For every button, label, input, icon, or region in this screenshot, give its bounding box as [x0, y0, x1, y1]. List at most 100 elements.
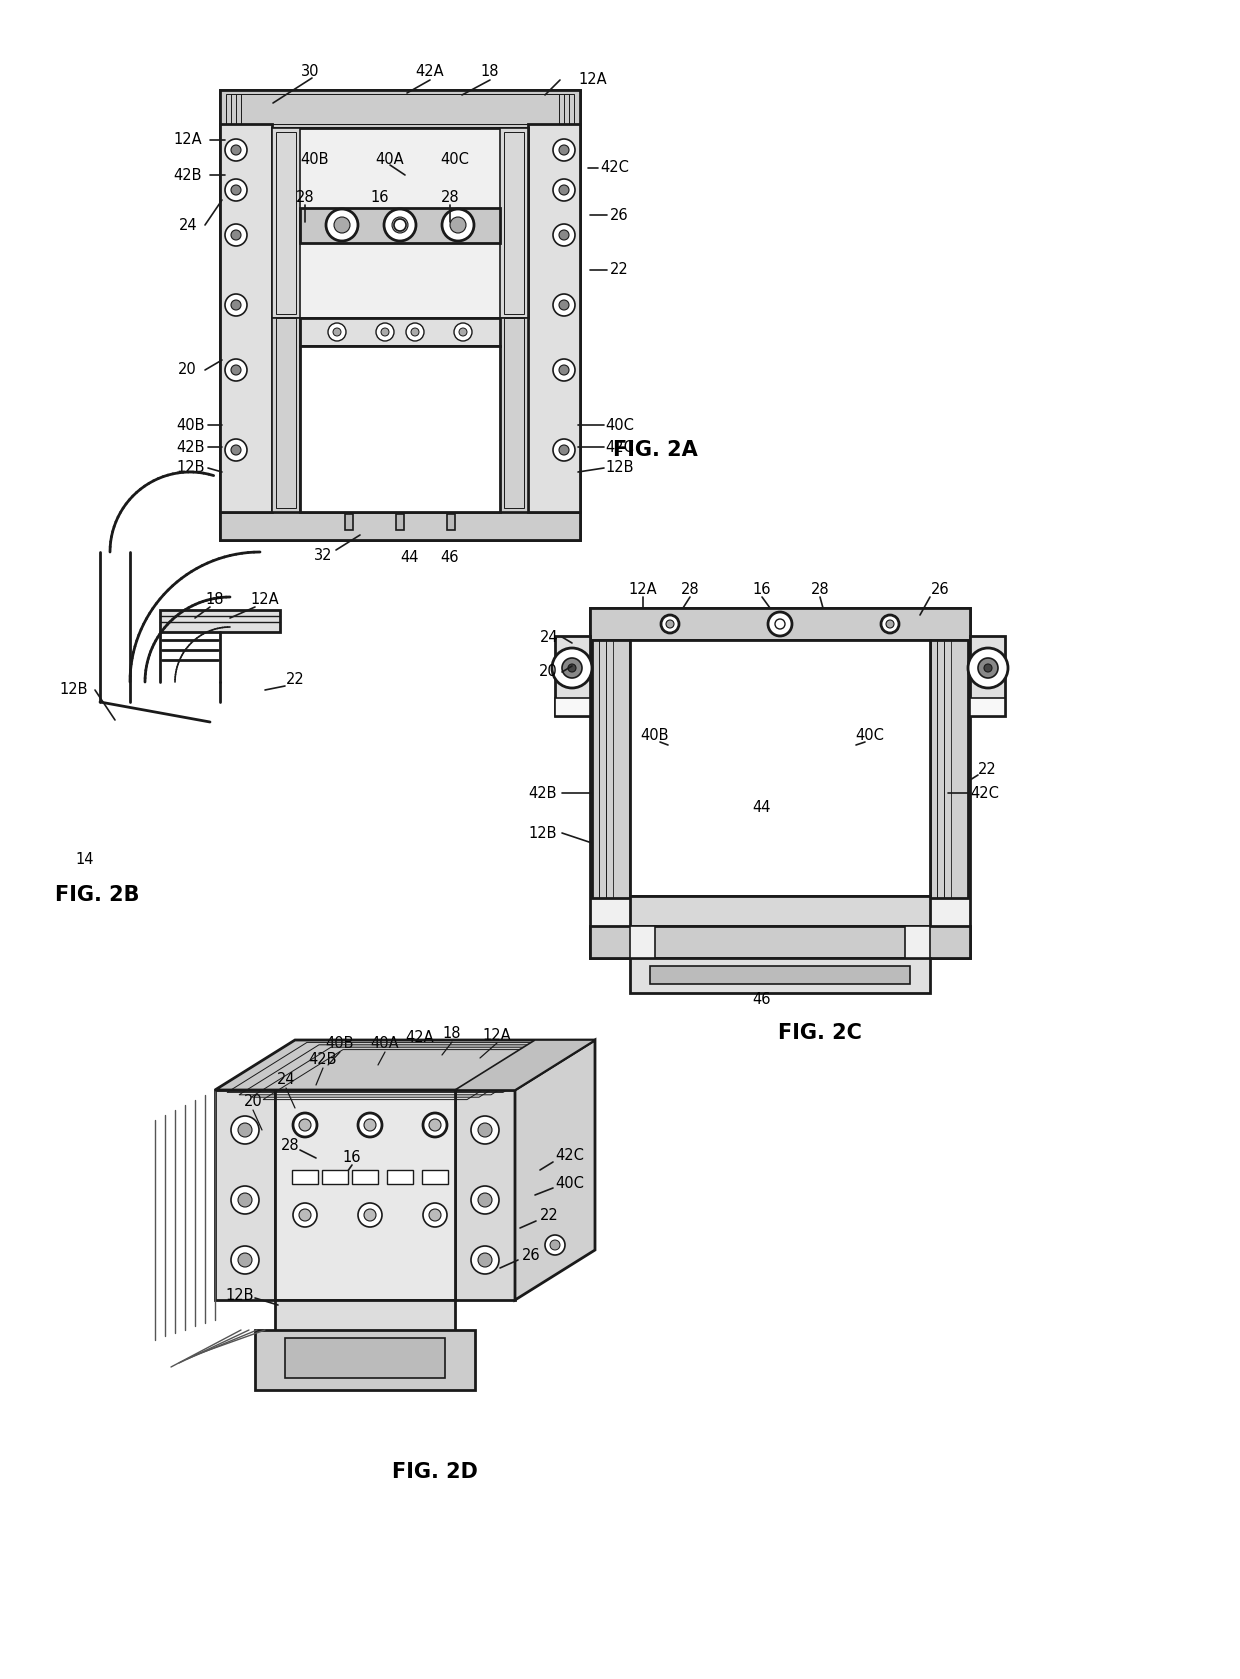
Circle shape [293, 1113, 317, 1137]
Circle shape [358, 1113, 382, 1137]
Text: FIG. 2C: FIG. 2C [777, 1023, 862, 1043]
Text: 16: 16 [753, 583, 771, 598]
Bar [277, 133, 296, 314]
Circle shape [546, 1236, 565, 1254]
Circle shape [224, 359, 247, 381]
Text: 40C: 40C [440, 153, 470, 168]
Text: 18: 18 [481, 64, 500, 79]
Circle shape [293, 1202, 317, 1227]
Bar [215, 1090, 275, 1300]
Circle shape [559, 185, 569, 195]
Circle shape [231, 301, 241, 311]
Text: 20: 20 [179, 363, 197, 378]
Bar [352, 1170, 378, 1184]
Bar [226, 96, 574, 534]
Circle shape [477, 1123, 492, 1137]
Text: 16: 16 [342, 1150, 361, 1165]
Bar [500, 317, 528, 512]
Bar [226, 94, 574, 124]
Text: 46: 46 [753, 992, 771, 1007]
Bar [255, 1330, 475, 1390]
Bar [396, 514, 404, 531]
Circle shape [329, 322, 346, 341]
Bar [930, 640, 968, 898]
Bar [272, 128, 300, 317]
Circle shape [231, 144, 241, 154]
Text: 12A: 12A [250, 593, 279, 608]
Bar [219, 124, 272, 512]
Bar [231, 94, 569, 124]
Text: 12A: 12A [578, 72, 606, 87]
Circle shape [231, 445, 241, 455]
Circle shape [450, 217, 466, 233]
Text: 26: 26 [522, 1247, 541, 1263]
Bar [937, 640, 944, 898]
Bar [590, 608, 970, 640]
Text: 22: 22 [285, 673, 304, 687]
Text: 24: 24 [539, 630, 558, 645]
Circle shape [471, 1246, 498, 1274]
Circle shape [231, 230, 241, 240]
Circle shape [326, 208, 358, 242]
Bar [556, 636, 590, 715]
Circle shape [231, 1117, 259, 1143]
Circle shape [334, 217, 350, 233]
Bar [345, 514, 353, 531]
Bar [503, 317, 525, 509]
Text: 40C: 40C [556, 1175, 584, 1190]
Bar [630, 897, 930, 927]
Bar [300, 208, 500, 243]
Circle shape [429, 1118, 441, 1132]
Circle shape [553, 139, 575, 161]
Polygon shape [455, 1039, 595, 1090]
Text: 40A: 40A [376, 153, 404, 168]
Circle shape [768, 613, 792, 636]
Bar [630, 927, 655, 959]
Circle shape [334, 327, 341, 336]
Bar [606, 640, 613, 898]
Text: 42A: 42A [405, 1029, 434, 1044]
Circle shape [238, 1123, 252, 1137]
Bar [590, 927, 970, 959]
Circle shape [441, 208, 474, 242]
Circle shape [551, 1241, 560, 1249]
Circle shape [224, 139, 247, 161]
Text: 30: 30 [301, 64, 319, 79]
Circle shape [381, 327, 389, 336]
Text: 12B: 12B [226, 1288, 254, 1303]
Circle shape [423, 1113, 446, 1137]
Circle shape [559, 144, 569, 154]
Bar [272, 317, 300, 512]
Bar [241, 94, 559, 124]
Circle shape [299, 1209, 311, 1221]
Circle shape [568, 663, 577, 672]
Circle shape [559, 445, 569, 455]
Bar [930, 640, 937, 898]
Text: 12B: 12B [528, 826, 557, 841]
Text: 24: 24 [277, 1073, 295, 1088]
Text: 14: 14 [76, 853, 94, 868]
Text: 44: 44 [753, 801, 771, 816]
Circle shape [471, 1185, 498, 1214]
Text: 28: 28 [440, 190, 459, 205]
Circle shape [559, 230, 569, 240]
Text: 40B: 40B [326, 1036, 355, 1051]
Text: 20: 20 [243, 1095, 263, 1110]
Text: 28: 28 [280, 1137, 299, 1152]
Circle shape [552, 648, 591, 688]
Circle shape [224, 180, 247, 201]
Text: 40B: 40B [176, 418, 205, 433]
Text: 12B: 12B [60, 682, 88, 697]
Bar [591, 640, 630, 898]
Text: 22: 22 [978, 762, 997, 777]
Text: 16: 16 [371, 190, 389, 205]
Circle shape [666, 620, 675, 628]
Circle shape [661, 615, 680, 633]
Bar [322, 1170, 348, 1184]
Circle shape [224, 223, 247, 247]
Bar [970, 698, 1004, 715]
Bar [291, 1170, 317, 1184]
Circle shape [376, 322, 394, 341]
Bar [905, 927, 930, 959]
Bar [277, 317, 296, 509]
